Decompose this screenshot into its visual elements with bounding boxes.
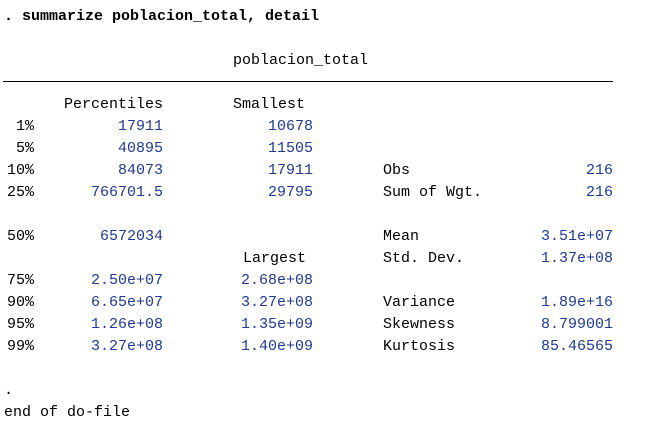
prompt-dot: . — [4, 382, 14, 399]
stat-label: Skewness — [383, 316, 456, 333]
largest-header: Largest — [243, 250, 307, 267]
percentile-label: 99% — [6, 338, 34, 355]
percentile-label: 25% — [6, 184, 34, 201]
stat-label: Std. Dev. — [383, 250, 465, 267]
percentile-label: 50% — [6, 228, 34, 245]
extreme-value: 11505 — [267, 140, 313, 157]
extreme-value: 17911 — [267, 162, 313, 179]
percentile-value: 6572034 — [99, 228, 163, 245]
stat-value: 1.89e+16 — [540, 294, 613, 311]
percentile-label: 95% — [6, 316, 34, 333]
extreme-value: 3.27e+08 — [240, 294, 313, 311]
stat-value: 8.799001 — [540, 316, 613, 333]
end-of-do-file-text: end of do-file — [4, 404, 131, 421]
extreme-value: 2.68e+08 — [240, 272, 313, 289]
percentile-value: 84073 — [117, 162, 163, 179]
command-line: . summarize poblacion_total, detail — [4, 8, 320, 25]
percentile-value: 2.50e+07 — [90, 272, 163, 289]
percentile-value: 766701.5 — [90, 184, 163, 201]
percentile-label: 5% — [15, 140, 34, 157]
stat-label: Sum of Wgt. — [383, 184, 483, 201]
percentile-value: 3.27e+08 — [90, 338, 163, 355]
stat-value: 216 — [585, 162, 613, 179]
extreme-value: 1.40e+09 — [240, 338, 313, 355]
percentile-value: 17911 — [117, 118, 163, 135]
percentile-label: 1% — [15, 118, 34, 135]
percentile-value: 6.65e+07 — [90, 294, 163, 311]
percentile-label: 10% — [6, 162, 34, 179]
extreme-value: 10678 — [267, 118, 313, 135]
percentile-value: 1.26e+08 — [90, 316, 163, 333]
percentiles-header: Percentiles — [64, 96, 164, 113]
percentile-label: 90% — [6, 294, 34, 311]
smallest-header: Smallest — [233, 96, 306, 113]
stat-value: 85.46565 — [540, 338, 613, 355]
stat-label: Kurtosis — [383, 338, 456, 355]
percentile-label: 75% — [6, 272, 34, 289]
extreme-value: 29795 — [267, 184, 313, 201]
stat-value: 216 — [585, 184, 613, 201]
stat-label: Variance — [383, 294, 456, 311]
stat-label: Obs — [383, 162, 411, 179]
variable-title: poblacion_total — [233, 52, 369, 69]
percentile-value: 40895 — [117, 140, 163, 157]
stat-value: 3.51e+07 — [540, 228, 613, 245]
extreme-value: 1.35e+09 — [240, 316, 313, 333]
header-divider — [3, 81, 613, 82]
stat-label: Mean — [383, 228, 420, 245]
stat-value: 1.37e+08 — [540, 250, 613, 267]
